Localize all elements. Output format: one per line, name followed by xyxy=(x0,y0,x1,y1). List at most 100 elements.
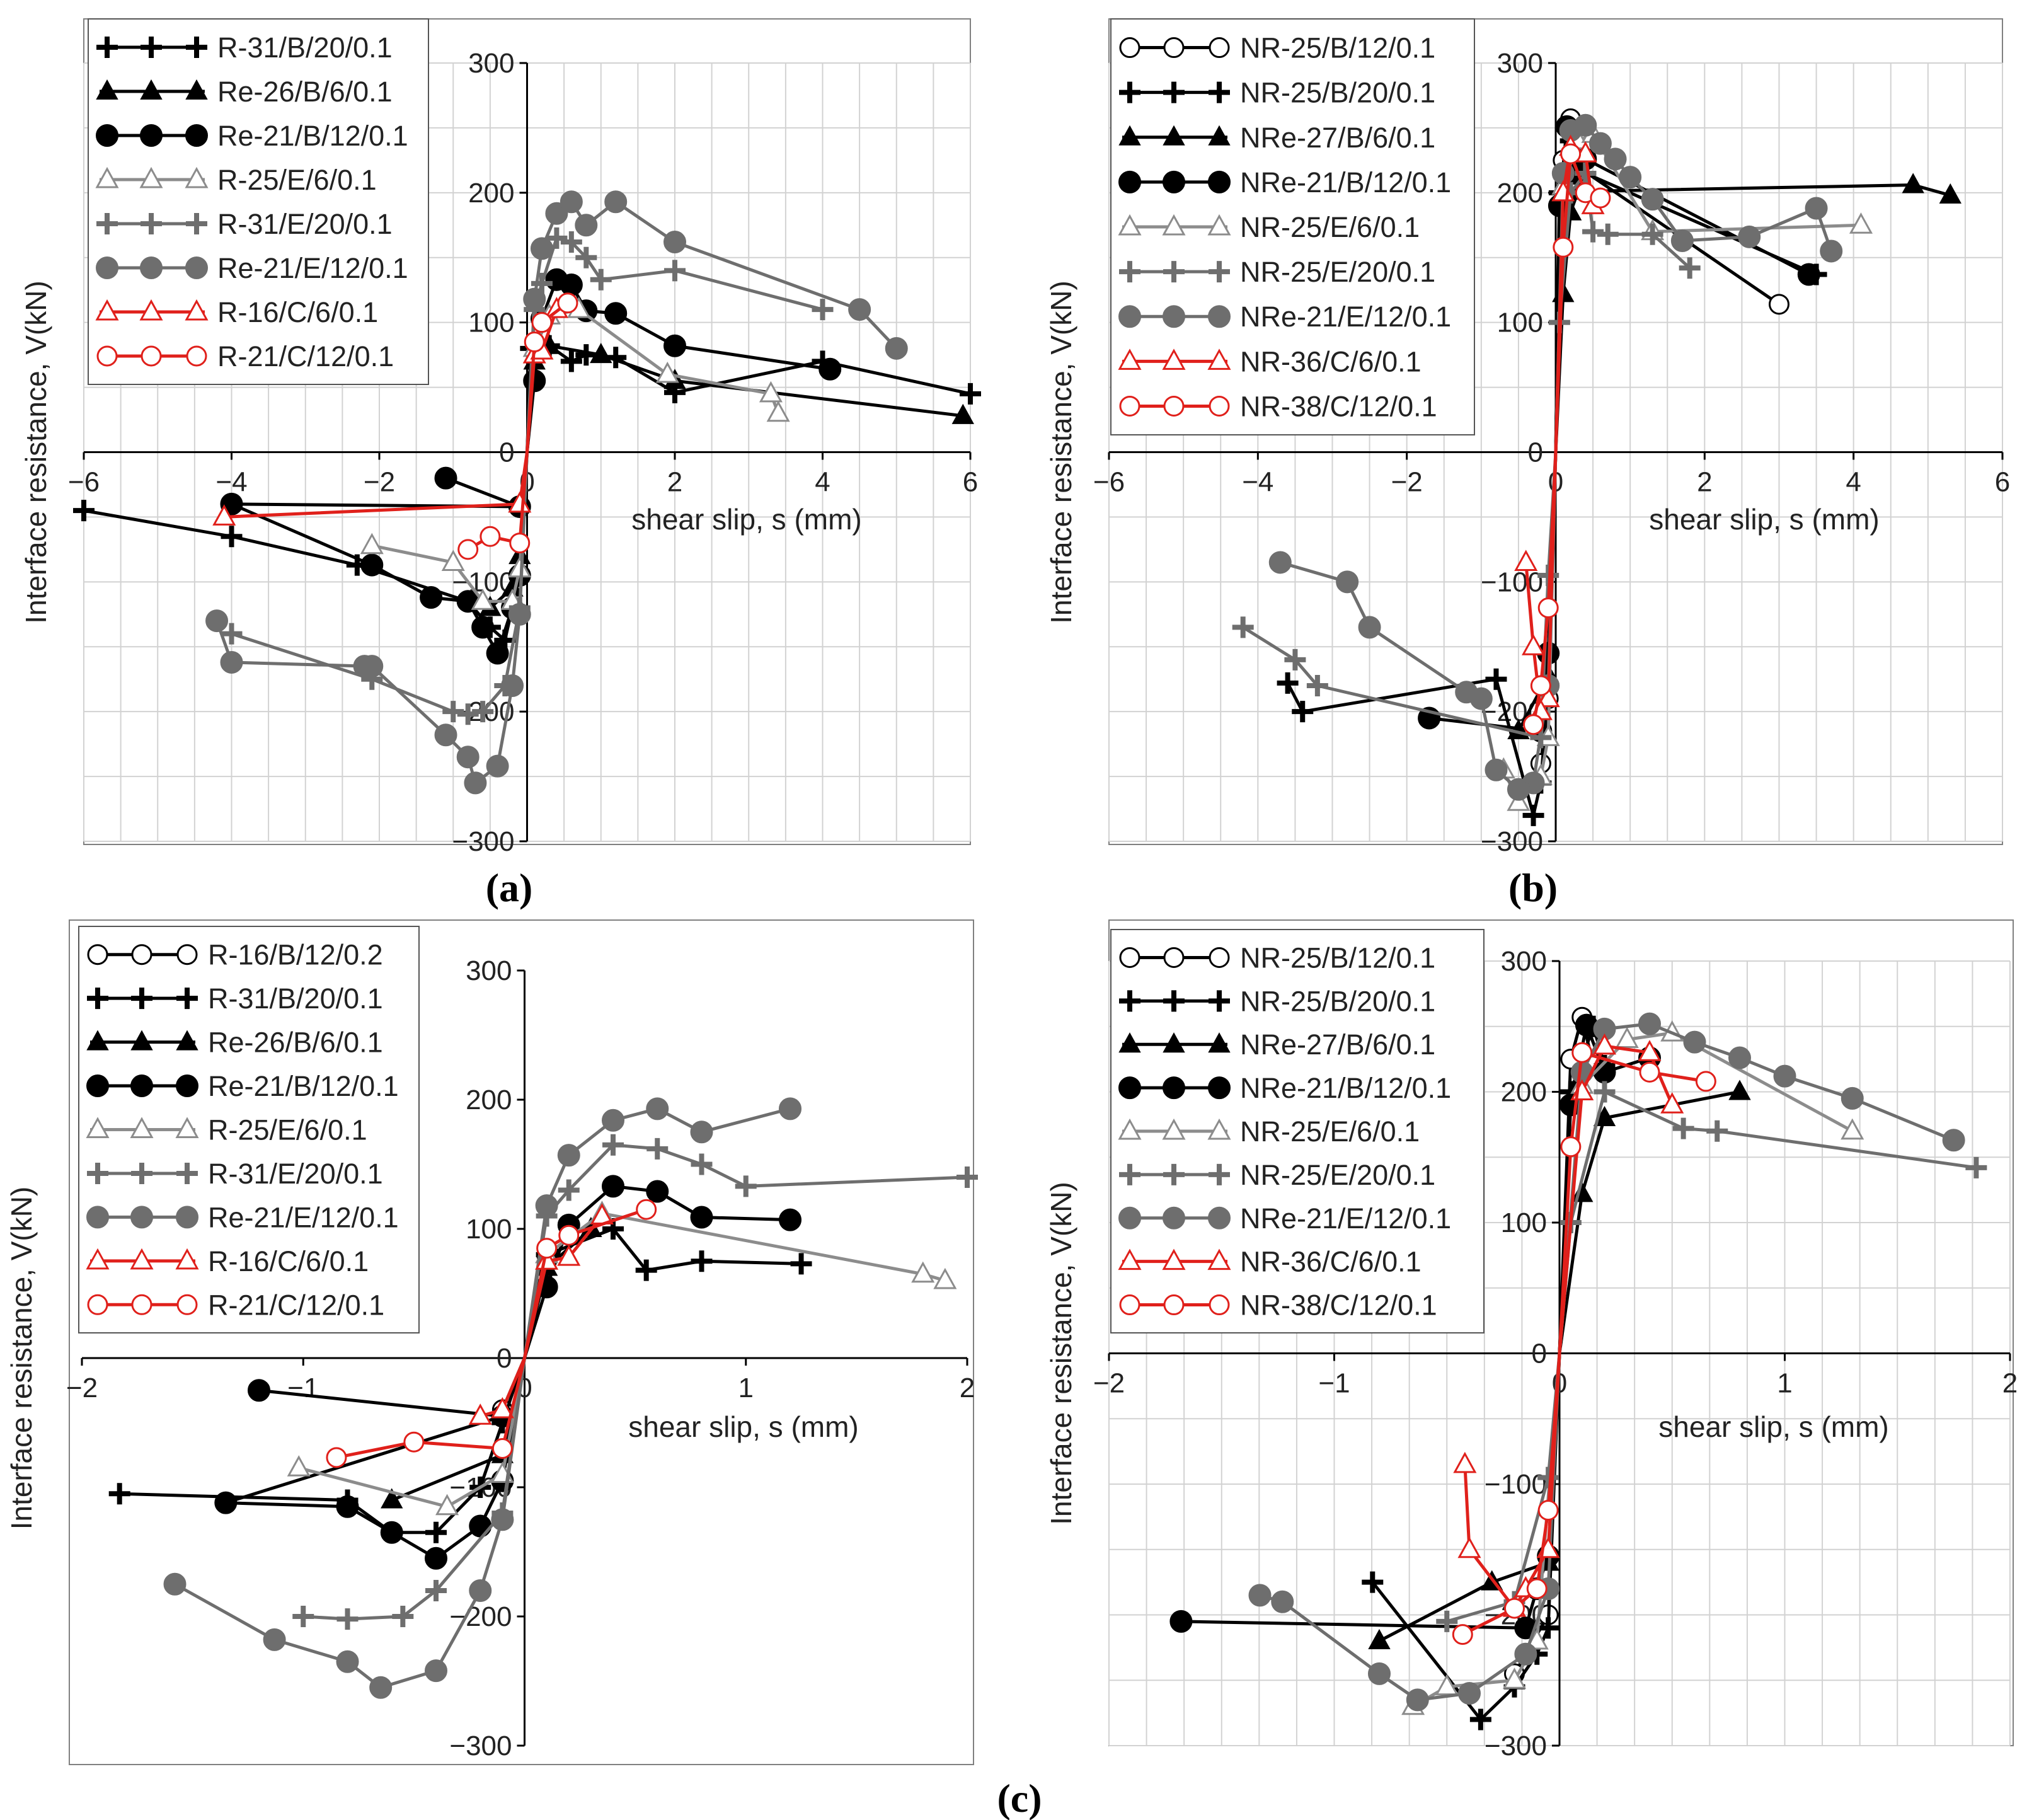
data-point xyxy=(141,345,162,367)
data-point xyxy=(1849,212,1873,234)
data-point xyxy=(1232,616,1254,638)
data-point xyxy=(130,1074,153,1098)
data-point xyxy=(1118,348,1142,370)
data-point xyxy=(141,37,162,58)
data-point xyxy=(96,213,118,234)
data-point xyxy=(131,1162,152,1184)
data-point xyxy=(1119,1163,1140,1185)
data-point xyxy=(87,988,108,1010)
data-point xyxy=(469,1514,492,1538)
data-point xyxy=(1679,257,1701,279)
data-point xyxy=(86,1248,110,1270)
data-point xyxy=(1841,1086,1864,1110)
data-point xyxy=(1207,1118,1231,1140)
y-tick-label: 0 xyxy=(497,1343,512,1374)
data-point xyxy=(442,701,464,723)
data-point xyxy=(1514,550,1538,571)
x-axis-label: shear slip, s (mm) xyxy=(1658,1410,1888,1443)
data-point xyxy=(186,37,207,58)
data-point xyxy=(1660,1092,1684,1114)
data-point xyxy=(420,586,443,609)
data-point xyxy=(87,1162,108,1184)
y-axis-label: Interface resistance, V(kN) xyxy=(20,280,52,624)
data-point xyxy=(575,214,598,237)
data-point xyxy=(248,1379,270,1402)
x-tick-label: 6 xyxy=(963,467,978,498)
series xyxy=(326,1199,657,1468)
data-point xyxy=(558,1224,580,1246)
data-point xyxy=(1458,1682,1481,1705)
caption-a: (a) xyxy=(486,865,533,910)
data-point xyxy=(1118,1118,1142,1140)
y-tick-label: 300 xyxy=(468,48,514,79)
legend-label: NR-25/B/12/0.1 xyxy=(1240,942,1435,974)
series-line xyxy=(1532,452,1558,725)
data-point xyxy=(779,1097,801,1120)
data-point xyxy=(508,602,531,626)
data-point xyxy=(960,383,981,405)
data-point xyxy=(1208,170,1231,193)
data-point xyxy=(141,213,162,234)
data-point xyxy=(360,553,384,577)
data-point xyxy=(176,1030,198,1051)
data-point xyxy=(1118,1076,1141,1100)
series-line xyxy=(1280,452,1558,792)
data-point xyxy=(130,1117,154,1138)
data-point xyxy=(560,350,582,372)
data-point xyxy=(1119,261,1140,283)
data-point xyxy=(604,190,628,214)
data-point xyxy=(130,1030,153,1051)
data-point xyxy=(1641,223,1663,245)
legend-label: NRe-21/E/12/0.1 xyxy=(1240,301,1451,333)
y-tick-label: 200 xyxy=(1501,1077,1547,1108)
y-tick-label: 100 xyxy=(468,308,514,338)
data-point xyxy=(1368,1662,1391,1685)
series xyxy=(1268,113,1843,801)
legend-label: R-25/E/6/0.1 xyxy=(208,1114,367,1146)
data-point xyxy=(602,1109,624,1132)
data-point xyxy=(163,1572,187,1596)
data-point xyxy=(1615,1027,1639,1048)
data-point xyxy=(1452,1624,1473,1645)
data-point xyxy=(1485,668,1507,690)
x-tick-label: 2 xyxy=(960,1373,975,1403)
data-point xyxy=(1537,597,1559,618)
panel-frame xyxy=(69,919,974,1765)
data-point xyxy=(1590,187,1611,209)
data-point xyxy=(205,609,229,633)
data-point xyxy=(560,231,582,253)
data-point xyxy=(457,703,479,725)
data-point xyxy=(287,1455,311,1477)
series-line xyxy=(298,1357,526,1509)
data-point xyxy=(1292,701,1314,723)
data-point xyxy=(220,650,243,674)
data-point xyxy=(1119,990,1140,1012)
data-point xyxy=(546,227,568,249)
data-point xyxy=(1268,551,1292,574)
data-point xyxy=(1728,1080,1751,1100)
data-point xyxy=(1537,1500,1559,1521)
data-point xyxy=(185,124,208,147)
data-point xyxy=(1597,223,1619,245)
y-tick-label: 300 xyxy=(1501,946,1547,977)
data-point xyxy=(140,124,163,147)
data-point xyxy=(425,1580,447,1601)
series-line xyxy=(523,1207,647,1359)
data-point xyxy=(472,701,494,723)
data-point xyxy=(1453,1451,1477,1473)
y-tick-label: −100 xyxy=(1485,1469,1547,1500)
data-point xyxy=(735,1175,757,1197)
data-point xyxy=(1683,1030,1706,1054)
data-point xyxy=(185,166,209,188)
data-point xyxy=(434,723,457,747)
data-point xyxy=(486,754,509,778)
data-point xyxy=(1284,648,1306,671)
data-point xyxy=(434,466,457,490)
data-point xyxy=(1942,1129,1965,1152)
data-point xyxy=(590,343,612,364)
data-point xyxy=(690,1206,713,1229)
data-point xyxy=(1119,947,1140,968)
data-point xyxy=(176,1294,198,1315)
data-point xyxy=(292,1606,314,1627)
caption-b: (b) xyxy=(1508,865,1558,910)
